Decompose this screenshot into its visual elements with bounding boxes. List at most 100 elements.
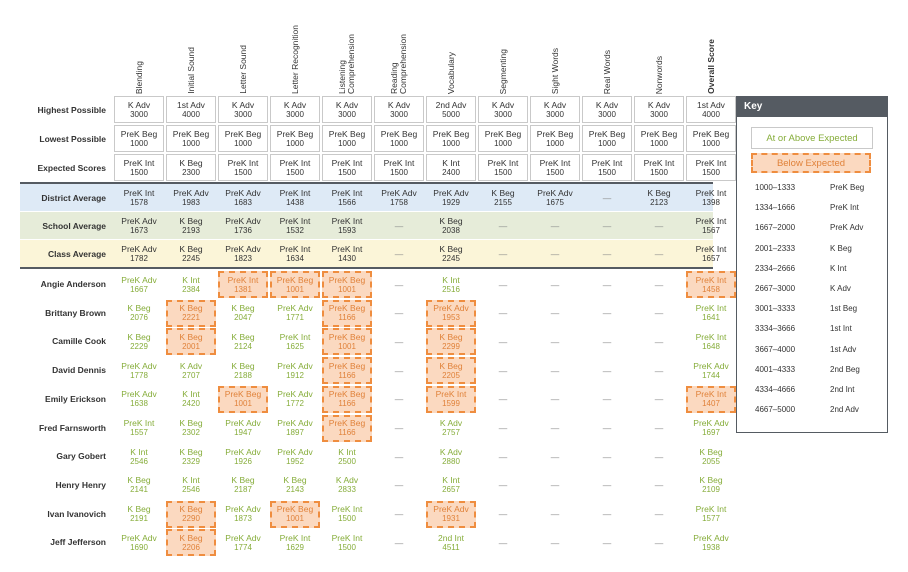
level-text: PreK Adv [225, 418, 261, 428]
level-text: PreK Beg [328, 303, 366, 314]
column-header-initial-sound: Initial Sound [166, 2, 216, 94]
level-text: PreK Int [539, 157, 571, 168]
level-text: K Beg [439, 360, 463, 371]
level-text: PreK Adv [225, 446, 261, 457]
score-cell-reading-comprehension: — [374, 472, 424, 499]
score-text: 3000 [390, 109, 408, 119]
section-divider [20, 267, 713, 269]
score-cell-initial-sound: K Beg 2302 [166, 415, 216, 442]
score-text: 4000 [182, 109, 200, 119]
score-text: 2420 [182, 399, 200, 409]
key-level: PreK Beg [830, 183, 865, 192]
score-text: 1001 [286, 514, 304, 524]
score-cell-sight-words: — [530, 213, 580, 239]
score-cell-nonwords: K Beg 2123 [634, 185, 684, 211]
key-range: 3334–3666 [755, 324, 796, 334]
level-text: — [394, 423, 404, 433]
column-header-label: Letter Sound [237, 45, 248, 94]
score-cell-vocabulary: PreK Adv 1953 [426, 299, 476, 327]
level-text: K Beg [283, 475, 307, 486]
level-text: — [550, 509, 560, 520]
score-text: 1166 [338, 313, 356, 323]
score-cell-reading-comprehension: K Adv 3000 [374, 96, 424, 123]
score-cell-letter-recognition: K Adv 3000 [270, 96, 320, 123]
level-text: K Int [442, 274, 460, 285]
level-text: — [498, 509, 508, 520]
score-cell-real-words: — [582, 501, 632, 528]
score-cell-sight-words: — [530, 271, 580, 298]
level-text: PreK Int [695, 504, 727, 515]
score-cell-letter-sound: PreK Adv 1947 [218, 415, 268, 442]
score-cell-reading-comprehension: — [374, 300, 424, 327]
score-text: 1774 [234, 542, 252, 552]
key-at-or-above-swatch: At or Above Expected [751, 127, 873, 149]
score-text: 2657 [442, 485, 460, 495]
level-text: K Beg [439, 244, 463, 254]
score-cell-vocabulary: K Adv 2757 [426, 415, 476, 442]
score-cell-nonwords: — [634, 271, 684, 298]
score-text: 2500 [338, 456, 356, 466]
level-text: PreK Beg [120, 128, 158, 139]
score-cell-letter-recognition: PreK Int 1532 [270, 213, 320, 239]
score-cell-sight-words: — [530, 357, 580, 384]
score-cell-letter-recognition: PreK Adv 1772 [270, 386, 320, 413]
score-cell-segmenting: — [478, 443, 528, 470]
column-header-letter-recognition: Letter Recognition [270, 2, 320, 94]
level-text: K Beg [179, 418, 203, 428]
level-text: PreK Beg [484, 128, 522, 139]
level-text: PreK Adv [277, 303, 313, 314]
score-cell-vocabulary: PreK Adv 1929 [426, 185, 476, 211]
score-cell-letter-recognition: PreK Beg 1000 [270, 125, 320, 152]
score-cell-overall-score: K Beg 2109 [686, 472, 736, 499]
score-cell-sight-words: — [530, 386, 580, 413]
score-cell-letter-recognition: K Beg 2143 [270, 472, 320, 499]
score-text: 1782 [130, 254, 148, 263]
level-text: — [550, 221, 560, 231]
score-text: 1000 [286, 138, 304, 148]
score-cell-segmenting: — [478, 271, 528, 298]
score-cell-initial-sound: K Beg 2221 [166, 299, 216, 327]
score-cell-nonwords: PreK Beg 1000 [634, 125, 684, 152]
key-panel: Key At or Above Expected Below Expected … [736, 96, 888, 433]
level-text: K Int [442, 157, 460, 168]
level-text: — [602, 365, 612, 376]
level-text: — [602, 480, 612, 491]
score-cell-nonwords: — [634, 241, 684, 267]
score-text: 1912 [286, 370, 304, 380]
score-cell-vocabulary: K Int 2400 [426, 154, 476, 181]
level-text: PreK Adv [225, 532, 261, 543]
level-text: PreK Beg [328, 418, 366, 428]
score-cell-real-words: — [582, 357, 632, 384]
key-range: 3001–3333 [755, 304, 796, 314]
level-text: PreK Adv [277, 418, 313, 428]
score-cell-nonwords: — [634, 443, 684, 470]
score-text: 1000 [182, 138, 200, 148]
level-text: PreK Adv [381, 188, 417, 198]
key-level: K Beg [830, 243, 852, 253]
score-cell-sight-words: — [530, 328, 580, 355]
score-cell-nonwords: PreK Int 1500 [634, 154, 684, 181]
score-text: 1000 [546, 138, 564, 148]
level-text: — [550, 279, 560, 290]
level-text: — [602, 451, 612, 462]
score-text: 2245 [442, 254, 460, 263]
level-text: — [550, 365, 560, 376]
score-cell-blending: K Adv 3000 [114, 96, 164, 123]
score-cell-overall-score: PreK Int 1657 [686, 241, 736, 267]
level-text: K Int [182, 389, 200, 400]
score-cell-real-words: — [582, 241, 632, 267]
score-cell-vocabulary: 2nd Adv 5000 [426, 96, 476, 123]
key-level: 1st Int [830, 324, 852, 334]
score-text: 5000 [442, 109, 460, 119]
score-text: 2141 [130, 485, 148, 495]
score-cell-overall-score: PreK Adv 1938 [686, 529, 736, 556]
score-text: 3000 [546, 109, 564, 119]
score-text: 1593 [338, 226, 356, 235]
level-text: — [394, 480, 404, 491]
level-text: — [654, 394, 664, 405]
level-text: PreK Int [695, 188, 727, 198]
row-label-gary-gobert: Gary Gobert [56, 451, 106, 462]
level-text: K Adv [647, 99, 671, 110]
score-text: 1500 [286, 167, 304, 177]
score-cell-listening-comprehension: PreK Beg 1166 [322, 414, 372, 442]
